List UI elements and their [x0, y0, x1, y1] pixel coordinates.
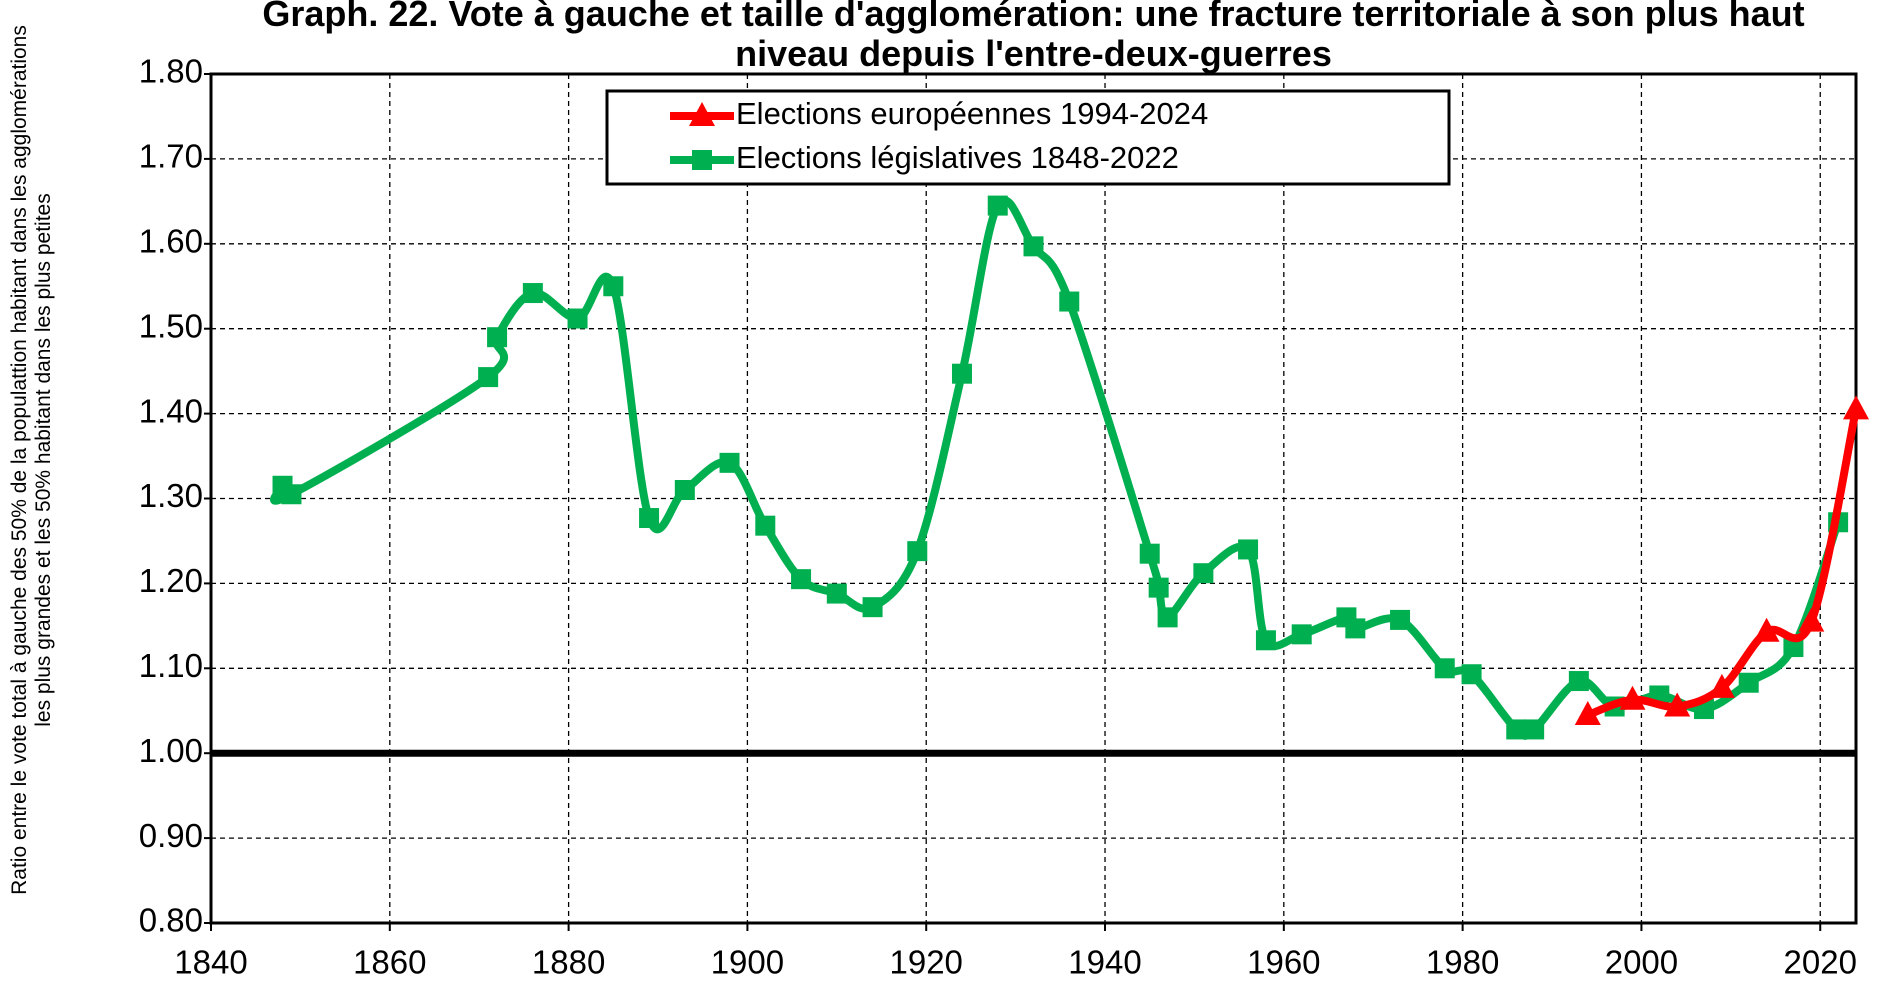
y-tick-label: 1.00 [139, 732, 203, 769]
data-point [1193, 563, 1214, 584]
x-tick-label: 1920 [890, 944, 963, 981]
data-point [1843, 395, 1869, 420]
data-point [1139, 543, 1160, 564]
x-tick-label: 2000 [1605, 944, 1678, 981]
legend-marker [692, 150, 712, 170]
x-tick-label: 1980 [1426, 944, 1499, 981]
x-tick-label: 1840 [174, 944, 247, 981]
data-point [1461, 664, 1482, 685]
legend-label: Elections législatives 1848-2022 [736, 140, 1179, 175]
data-point [1390, 609, 1411, 630]
data-point [1524, 719, 1545, 740]
data-point [826, 583, 847, 604]
chart-title: Graph. 22. Vote à gauche et taille d'agg… [262, 0, 1805, 74]
x-tick-label: 1880 [532, 944, 605, 981]
data-point [1059, 291, 1080, 312]
x-tick-label: 1940 [1068, 944, 1141, 981]
data-point [487, 327, 508, 348]
data-point [1783, 637, 1804, 658]
legend-marker [689, 102, 715, 126]
x-tick-label: 1900 [711, 944, 784, 981]
data-point [674, 480, 695, 501]
data-point [1738, 672, 1759, 693]
data-point [1023, 236, 1044, 257]
y-tick-label: 1.40 [139, 392, 203, 429]
data-point [1434, 658, 1455, 679]
data-point [907, 541, 928, 562]
data-point [1753, 617, 1780, 642]
data-point [1506, 719, 1527, 740]
x-tick-label: 1960 [1247, 944, 1320, 981]
data-point [522, 283, 543, 304]
data-point [478, 367, 499, 388]
data-point [603, 276, 624, 297]
data-point [1157, 607, 1178, 628]
y-tick-label: 1.70 [139, 138, 203, 175]
data-point [1664, 692, 1691, 717]
x-tick-label: 1860 [353, 944, 426, 981]
data-point [987, 195, 1008, 216]
data-point [1574, 700, 1601, 725]
data-point [281, 484, 302, 505]
data-point [639, 508, 660, 529]
series-line [1586, 408, 1860, 719]
legend: Elections européennes 1994-2024 Elections… [605, 89, 1451, 186]
data-point [1238, 539, 1259, 560]
data-point [1619, 685, 1646, 710]
y-tick-label: 1.30 [139, 477, 203, 514]
data-point [567, 308, 588, 329]
data-point [1291, 624, 1312, 645]
y-tick-label: 1.20 [139, 562, 203, 599]
y-tick-label: 1.80 [139, 53, 203, 90]
data-point [951, 363, 972, 384]
data-point [1345, 618, 1366, 639]
series-line [270, 196, 1842, 740]
data-point [719, 452, 740, 473]
data-point [862, 597, 883, 618]
legend-box [605, 89, 1451, 186]
data-point [1798, 607, 1825, 632]
data-point [1568, 671, 1589, 692]
data-point [1148, 577, 1169, 598]
y-tick-label: 1.10 [139, 647, 203, 684]
plot-frame [209, 72, 1858, 925]
y-tick-label: 1.60 [139, 223, 203, 260]
y-tick-label: 0.80 [139, 902, 203, 939]
legend-label: Elections européennes 1994-2024 [736, 96, 1208, 131]
x-tick-label: 2020 [1784, 944, 1857, 981]
y-tick-label: 0.90 [139, 817, 203, 854]
data-point [755, 515, 776, 536]
y-tick-label: 1.50 [139, 307, 203, 344]
data-point [1255, 630, 1276, 651]
data-point [791, 569, 812, 590]
data-point [1708, 673, 1735, 698]
